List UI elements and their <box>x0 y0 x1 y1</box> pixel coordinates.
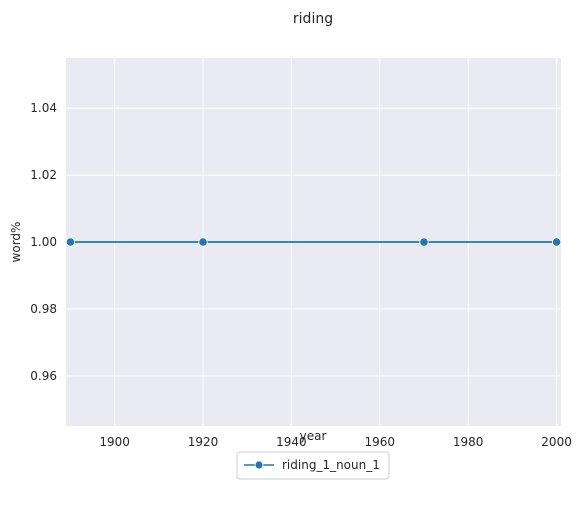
legend-label: riding_1_noun_1 <box>282 458 380 472</box>
data-point <box>419 237 429 247</box>
legend: riding_1_noun_1 <box>236 451 390 480</box>
series-layer <box>65 237 562 247</box>
x-tick-label: 1980 <box>453 435 484 449</box>
x-tick-label: 2000 <box>541 435 572 449</box>
y-axis-label: word% <box>9 222 23 263</box>
y-tick-label: 1.00 <box>30 235 57 249</box>
y-tick-label: 1.04 <box>30 101 57 115</box>
legend-point-marker <box>254 460 264 470</box>
x-axis-label: year <box>300 429 327 443</box>
y-tick-label: 1.02 <box>30 168 57 182</box>
y-tick-labels: 0.96 0.98 1.00 1.02 1.04 <box>30 101 57 383</box>
x-tick-label: 1900 <box>99 435 130 449</box>
data-point <box>198 237 208 247</box>
legend-box <box>236 451 390 480</box>
x-tick-label: 1960 <box>365 435 396 449</box>
chart-title: riding <box>293 11 333 27</box>
x-tick-label: 1920 <box>188 435 219 449</box>
x-tick-label: 1940 <box>276 435 307 449</box>
data-point <box>65 237 76 247</box>
data-point <box>551 237 562 247</box>
y-tick-label: 0.98 <box>30 302 57 316</box>
y-tick-label: 0.96 <box>30 369 57 383</box>
x-tick-labels: 1900 1920 1940 1960 1980 2000 <box>99 435 572 449</box>
